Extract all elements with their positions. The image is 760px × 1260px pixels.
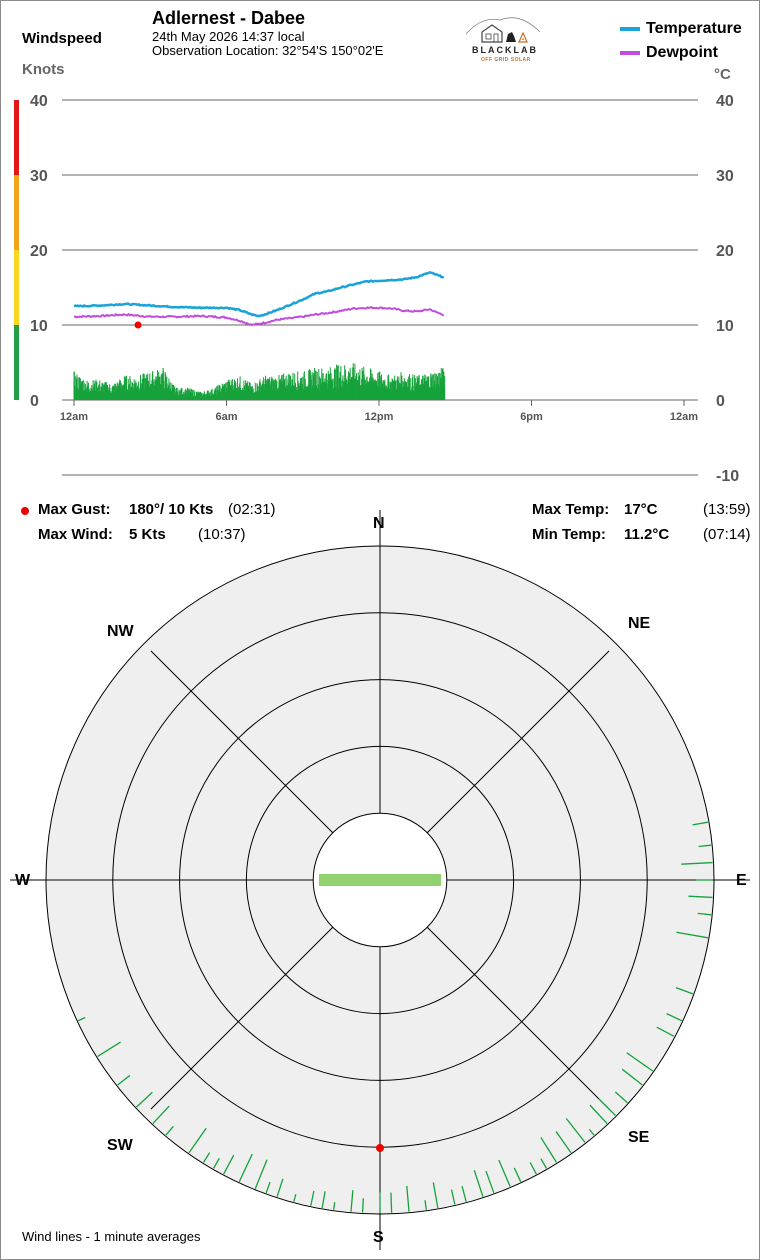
compass-w: W — [15, 872, 31, 889]
y-left-tick-label: 40 — [30, 93, 48, 110]
y-left-tick-label: 20 — [30, 243, 48, 260]
compass-sw: SW — [107, 1137, 133, 1154]
dewpoint-series-line — [73, 305, 445, 327]
y-right-tick-label: -10 — [716, 468, 739, 485]
legend-dewpoint-swatch — [620, 51, 640, 55]
legend-dewpoint: Dewpoint — [646, 44, 718, 61]
max-wind-time: (10:37) — [198, 526, 246, 543]
max-gust-marker — [134, 321, 142, 329]
x-tick-label: 6pm — [520, 411, 543, 423]
y-left-tick-label: 10 — [30, 318, 48, 335]
scale-segment-1 — [14, 250, 19, 325]
windspeed-colour-scale — [14, 100, 19, 400]
max-temp-value: 17°C — [624, 501, 658, 518]
compass-ne: NE — [628, 615, 651, 632]
celsius-label: °C — [714, 66, 731, 83]
date-time: 24th May 2026 14:37 local — [152, 29, 305, 44]
max-temp-time: (13:59) — [703, 501, 751, 518]
y-axis-left-labels: 40 30 20 10 0 — [30, 93, 48, 410]
scale-segment-0 — [14, 325, 19, 400]
y-right-tick-label: 10 — [716, 318, 734, 335]
station-name: Adlernest - Dabee — [152, 8, 306, 28]
compass-s: S — [373, 1229, 384, 1246]
legend-temperature-swatch — [620, 27, 640, 31]
compass-e: E — [736, 872, 747, 889]
scale-segment-2 — [14, 175, 19, 250]
max-temp-label: Max Temp: — [532, 501, 610, 518]
y-right-tick-label: 30 — [716, 168, 734, 185]
logo-tagline: OFF GRID SOLAR — [481, 57, 531, 63]
blacklab-logo: BLACKLAB OFF GRID SOLAR — [462, 10, 542, 68]
temperature-series-line — [73, 271, 444, 318]
windspeed-label: Windspeed — [22, 30, 102, 47]
compass-nw: NW — [107, 623, 134, 640]
y-right-tick-label: 20 — [716, 243, 734, 260]
max-wind-value: 5 Kts — [129, 526, 166, 543]
scale-segment-3 — [14, 100, 19, 175]
max-gust-time: (02:31) — [228, 501, 276, 518]
knots-label: Knots — [22, 61, 65, 78]
wind-series — [73, 363, 446, 400]
max-gust-label: Max Gust: — [38, 501, 111, 518]
compass-se: SE — [628, 1129, 650, 1146]
max-gust-value: 180°/ 10 Kts — [129, 501, 214, 518]
x-tick-label: 12am — [670, 411, 698, 423]
min-temp-label: Min Temp: — [532, 526, 606, 543]
y-right-tick-label: 40 — [716, 93, 734, 110]
y-left-tick-label: 30 — [30, 168, 48, 185]
x-axis-labels: 12am 6am 12pm 6pm 12am — [60, 411, 698, 423]
footer-note: Wind lines - 1 minute averages — [22, 1229, 201, 1244]
x-tick-label: 12pm — [365, 411, 394, 423]
x-tick-label: 12am — [60, 411, 88, 423]
compass-n: N — [373, 515, 385, 532]
x-tick-label: 6am — [215, 411, 237, 423]
min-temp-time: (07:14) — [703, 526, 751, 543]
observation-location: Observation Location: 32°54'S 150°02'E — [152, 43, 384, 58]
legend-temperature: Temperature — [646, 20, 742, 37]
y-left-tick-label: 0 — [30, 393, 39, 410]
max-wind-label: Max Wind: — [38, 526, 113, 543]
logo-name: BLACKLAB — [472, 45, 538, 55]
y-axis-right-labels: 40 30 20 10 0 -10 — [716, 93, 739, 485]
y-right-tick-label: 0 — [716, 393, 725, 410]
min-temp-value: 11.2°C — [624, 526, 670, 543]
